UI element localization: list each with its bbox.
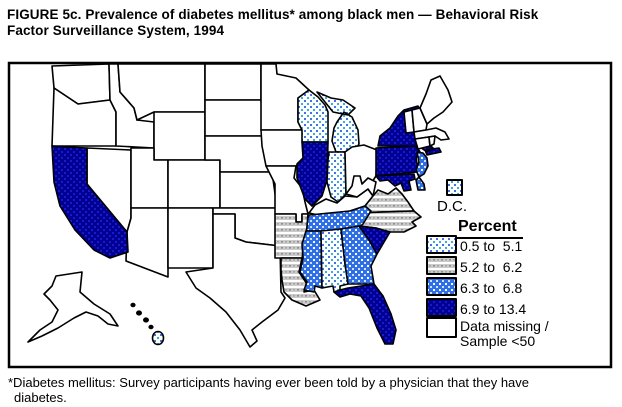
legend-swatch-class1 <box>426 235 457 254</box>
state-SC <box>358 225 391 255</box>
state-ND <box>204 63 262 101</box>
legend-label-missing-line2: Sample <50 <box>460 333 536 349</box>
state-KS <box>219 171 278 209</box>
state-IN <box>326 151 347 203</box>
state-AK <box>27 271 119 343</box>
state-NJ <box>415 151 429 178</box>
state-NM <box>167 207 214 269</box>
legend-label-class3: 6.3 to 6.8 <box>460 280 523 296</box>
dc-label: D.C. <box>437 198 467 215</box>
hawaii-island-small-1 <box>130 302 136 308</box>
legend-title: Percent <box>456 218 523 239</box>
state-LA <box>280 257 321 307</box>
state-CO <box>167 159 221 209</box>
footnote-line1: *Diabetes mellitus: Survey participants … <box>8 375 530 390</box>
state-MD <box>375 173 416 192</box>
legend-label-class2: 5.2 to 6.2 <box>460 259 523 275</box>
map-frame <box>7 61 613 369</box>
state-SD <box>204 99 265 137</box>
legend-label-class4: 6.9 to 13.4 <box>460 301 527 317</box>
state-WY <box>153 111 206 161</box>
state-DE <box>415 176 426 191</box>
figure-title-line1: FIGURE 5c. Prevalence of diabetes mellit… <box>7 7 539 22</box>
figure-title-line2: Factor Surveillance System, 1994 <box>7 23 225 38</box>
state-RI <box>428 135 436 147</box>
legend-swatch-missing <box>426 317 457 338</box>
state-CT <box>414 136 431 150</box>
footnote-line2: diabetes. <box>14 390 67 405</box>
state-WV <box>345 175 377 198</box>
state-AZ <box>125 207 169 278</box>
legend-label-missing-line1: Data missing / <box>460 318 549 334</box>
state-ME <box>419 75 453 125</box>
hawaii-island-small-3 <box>143 317 150 323</box>
dc-callout-swatch <box>446 179 463 196</box>
state-NH <box>411 107 428 133</box>
state-WI <box>297 89 329 143</box>
legend-swatch-class2 <box>426 256 457 275</box>
hawaii-island-small-4 <box>148 324 154 330</box>
legend-swatch-class4 <box>426 298 457 317</box>
state-PA <box>375 145 421 177</box>
state-TX <box>185 213 286 348</box>
state-CA <box>51 145 129 259</box>
state-FL <box>333 283 397 345</box>
hawaii-island-small-2 <box>136 310 143 316</box>
legend-swatch-class3 <box>426 277 457 296</box>
state-HI <box>151 330 165 346</box>
legend-label-class1: 0.5 to 5.1 <box>460 238 523 254</box>
